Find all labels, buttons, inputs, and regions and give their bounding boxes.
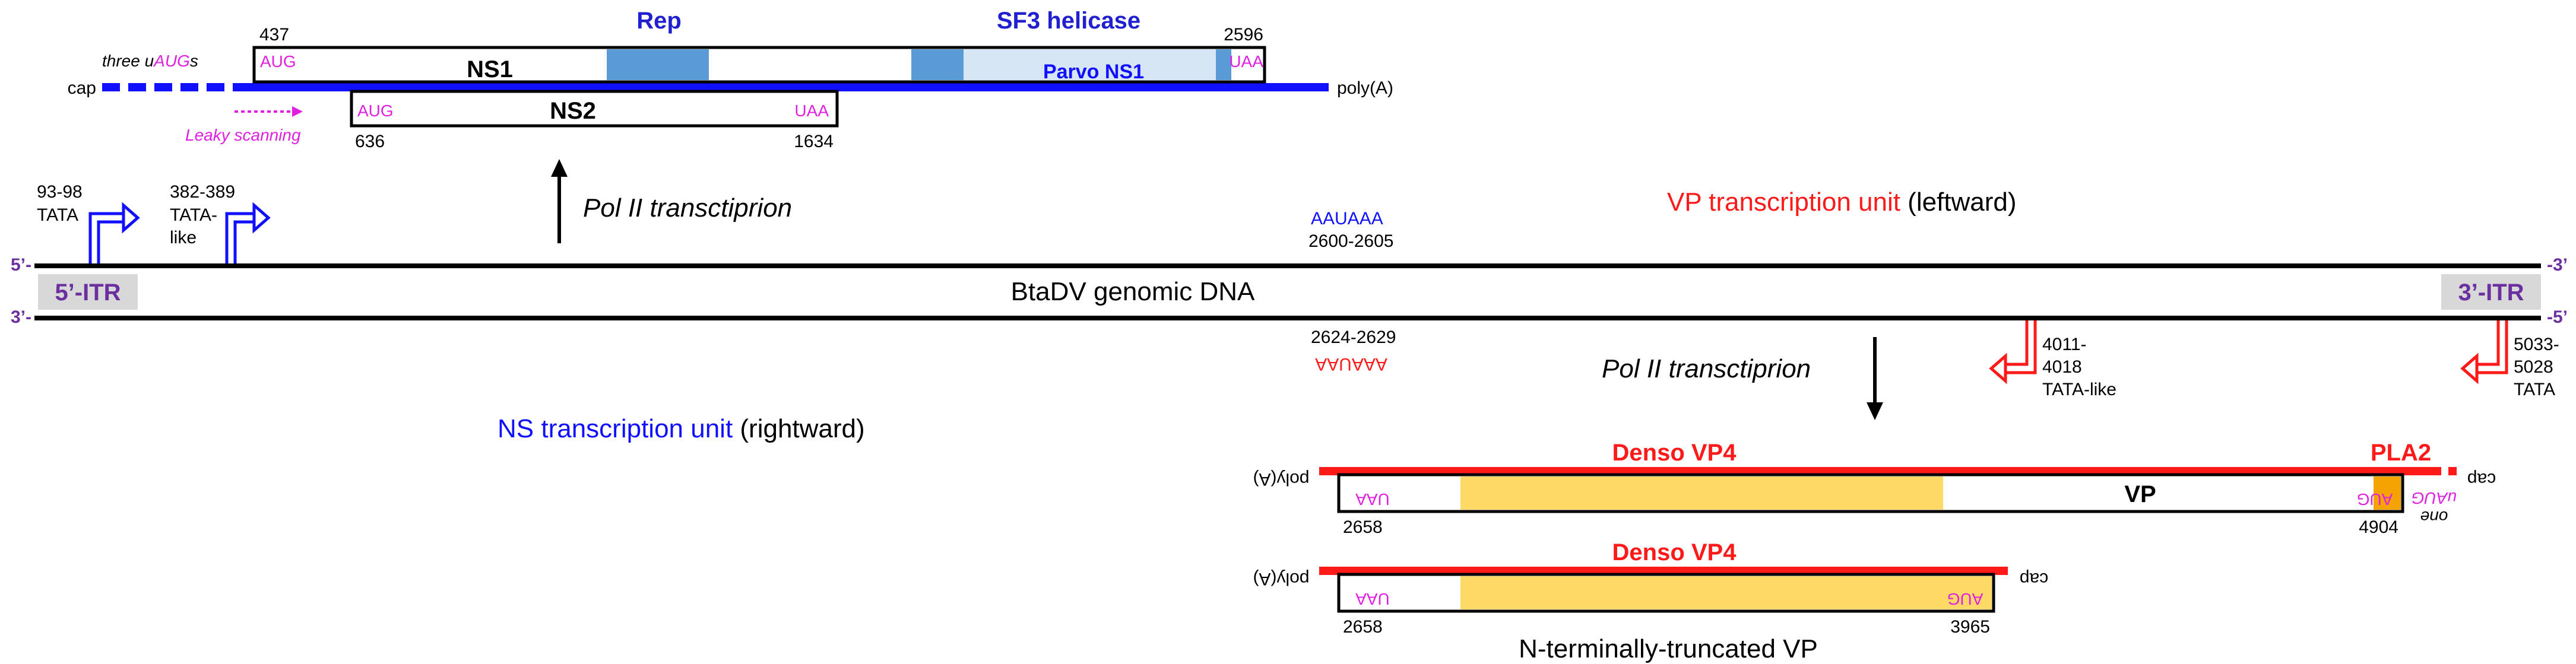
vp-transcripts: Denso VP4 PLA2 VP UAA AUG poly(A) cap on… bbox=[1253, 440, 2496, 663]
truncated-vp-start-position: 3965 bbox=[1950, 617, 1990, 637]
ns2-aug-codon: AUG bbox=[357, 101, 394, 120]
denso-vp4-label: Denso VP4 bbox=[1612, 440, 1737, 466]
ns2-end-position: 1634 bbox=[794, 132, 834, 151]
tata3-position-line2: 4018 bbox=[2042, 357, 2082, 377]
tata-promoter-arrow-1 bbox=[88, 212, 125, 264]
ns-transcription-unit-label: NS transcription unit (rightward) bbox=[498, 414, 865, 443]
tata1-position: 93-98 bbox=[37, 182, 83, 202]
aauaaa-reverse-position: 2624-2629 bbox=[1311, 328, 1396, 347]
itr-left-box bbox=[38, 274, 138, 310]
ns-pol2-label: Pol II transctiprion bbox=[583, 193, 792, 223]
ns2-start-position: 636 bbox=[355, 132, 385, 151]
top-strand-5-end: 5’- bbox=[11, 255, 31, 275]
vp-aug-codon: AUG bbox=[2357, 490, 2393, 509]
truncated-vp-aug-codon: AUG bbox=[1947, 590, 1984, 608]
sf3-helicase-label: SF3 helicase bbox=[997, 8, 1140, 34]
truncated-vp-cap-label: cap bbox=[2020, 569, 2048, 589]
tata2-label-line2: like bbox=[170, 228, 197, 247]
itr-right-label: 3’-ITR bbox=[2458, 279, 2524, 306]
top-strand-3-end: -3’ bbox=[2547, 255, 2568, 275]
vp-pla2-domain bbox=[2374, 476, 2401, 510]
genomic-dna: 93-98 TATA 382-389 TATA- like AAUAAA 260… bbox=[11, 182, 2568, 443]
ns1-aug-codon: AUG bbox=[260, 52, 296, 71]
truncated-vp-uaa-codon: UAA bbox=[1355, 590, 1390, 608]
vp-end-position: 2658 bbox=[1343, 517, 1383, 537]
genome-label: BtaDV genomic DNA bbox=[1011, 277, 1255, 306]
aauaaa-forward: AAUAAA bbox=[1311, 209, 1383, 228]
tata-reverse-arrow-inner bbox=[2476, 320, 2500, 366]
tata-promoter-arrow-1-inner bbox=[97, 220, 125, 264]
vp-uaa-codon: UAA bbox=[1355, 490, 1390, 509]
tata-promoter-arrow-2-inner bbox=[233, 220, 255, 264]
itr-right-box bbox=[2441, 274, 2541, 310]
truncated-vp-denso-domain bbox=[1460, 576, 1992, 609]
ns2-uaa-codon: UAA bbox=[794, 101, 829, 120]
tata4-label: TATA bbox=[2514, 380, 2555, 399]
leaky-scanning-arrowhead bbox=[292, 106, 303, 117]
ns-polya-label: poly(A) bbox=[1337, 78, 1393, 98]
truncated-vp-label: N-terminally-truncated VP bbox=[1519, 634, 1818, 663]
vp-start-position: 4904 bbox=[2359, 517, 2398, 537]
ns-cap-label: cap bbox=[68, 78, 96, 98]
truncated-vp-polya-label: poly(A) bbox=[1253, 569, 1309, 589]
ns-pol2-arrowhead bbox=[551, 159, 568, 177]
ns2-label: NS2 bbox=[550, 98, 596, 124]
bottom-strand-5-end: -5’ bbox=[2547, 307, 2568, 327]
aauaaa-forward-position: 2600-2605 bbox=[1308, 231, 1393, 251]
vp-pol2-label: Pol II transctiprion bbox=[1602, 354, 1811, 383]
ns1-start-position: 437 bbox=[259, 25, 289, 45]
vp-pol2-arrowhead bbox=[1867, 402, 1883, 420]
ns1-end-position: 2596 bbox=[1224, 25, 1263, 45]
tata-promoter-arrowhead-2 bbox=[252, 202, 271, 234]
tata-like-reverse-arrow bbox=[2004, 320, 2037, 374]
rep-label: Rep bbox=[636, 8, 682, 34]
tata4-position-line1: 5033- bbox=[2514, 335, 2559, 354]
vp-polya-label: poly(A) bbox=[1253, 469, 1309, 489]
one-uaug-label-line1: one bbox=[2420, 508, 2448, 526]
three-uaugs-label: three uAUGs bbox=[102, 52, 198, 70]
ns-transcript: NS1 Parvo NS1 AUG UAA 437 2596 Rep SF3 h… bbox=[68, 8, 1393, 243]
tata-like-reverse-arrow-inner bbox=[2004, 320, 2029, 366]
tata-reverse-arrowhead bbox=[2460, 352, 2479, 385]
aauaaa-reverse: AAUAAA bbox=[1315, 354, 1387, 374]
sf3-domain-right bbox=[1216, 49, 1231, 80]
truncated-vp-end-position: 2658 bbox=[1343, 617, 1383, 637]
tata1-label: TATA bbox=[37, 205, 78, 225]
vp-label: VP bbox=[2124, 481, 2156, 507]
tata3-label: TATA-like bbox=[2042, 380, 2116, 399]
sf3-domain-left bbox=[911, 49, 964, 80]
tata-promoter-arrow-2 bbox=[225, 212, 255, 264]
ns2-orf-box bbox=[350, 90, 839, 128]
rep-domain bbox=[607, 49, 709, 80]
vp-transcription-unit-label: VP transcription unit (leftward) bbox=[1667, 188, 2017, 217]
one-uaug-label-line2: uAUG bbox=[2412, 489, 2457, 507]
ns1-uaa-codon: UAA bbox=[1229, 52, 1263, 71]
tata3-position-line1: 4011- bbox=[2042, 335, 2087, 354]
tata2-position: 382-389 bbox=[170, 182, 235, 202]
tata-reverse-arrow bbox=[2476, 320, 2508, 374]
leaky-scanning-label: Leaky scanning bbox=[185, 126, 301, 144]
itr-left-label: 5’-ITR bbox=[55, 279, 121, 306]
pla2-label: PLA2 bbox=[2371, 440, 2431, 466]
bottom-strand-3-end: 3’- bbox=[11, 307, 31, 327]
parvo-ns1-domain bbox=[964, 49, 1216, 80]
parvo-ns1-label: Parvo NS1 bbox=[1043, 61, 1144, 83]
ns1-label: NS1 bbox=[467, 56, 513, 82]
tata-promoter-arrowhead-1 bbox=[122, 202, 140, 234]
vp-cap-label: cap bbox=[2467, 469, 2496, 489]
tata-like-reverse-arrowhead bbox=[1989, 352, 2007, 385]
denso-vp4-label-2: Denso VP4 bbox=[1612, 539, 1737, 565]
tata4-position-line2: 5028 bbox=[2514, 357, 2553, 377]
tata2-label-line1: TATA- bbox=[170, 205, 217, 225]
vp-denso-domain bbox=[1460, 476, 1943, 510]
